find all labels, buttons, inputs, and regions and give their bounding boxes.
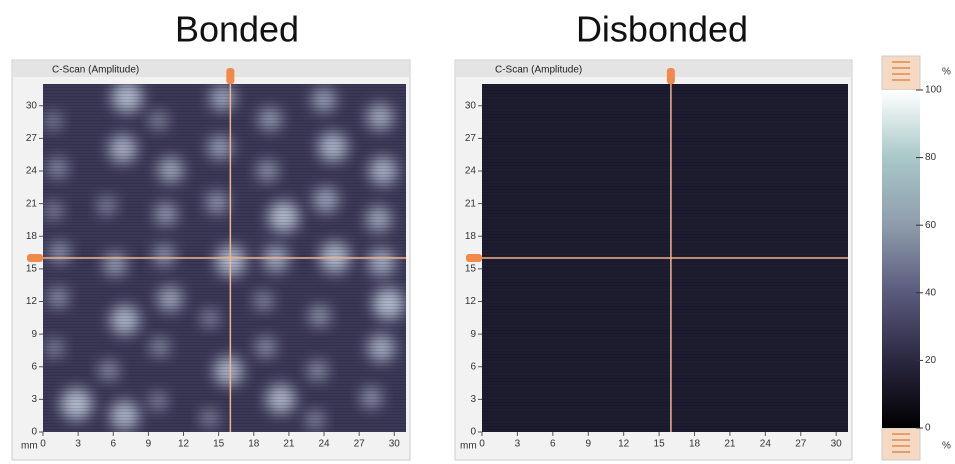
colorbar-tick-label: 100 xyxy=(925,85,942,96)
colorbar-handle-top xyxy=(881,55,921,91)
x-tick-label: 21 xyxy=(724,439,736,450)
colorbar-unit: % xyxy=(942,441,951,452)
x-tick-label: 9 xyxy=(146,439,152,450)
y-tick-label: 15 xyxy=(465,264,477,275)
y-tick-label: 9 xyxy=(31,329,37,340)
colorbar-tick-label: 80 xyxy=(925,152,937,163)
cscan-image xyxy=(43,84,406,432)
x-tick-label: 3 xyxy=(75,439,81,450)
panel-title: Disbonded xyxy=(576,9,748,50)
cursor-handle[interactable] xyxy=(27,254,43,262)
cursor-handle[interactable] xyxy=(466,254,482,262)
panel-header xyxy=(13,61,409,77)
x-tick-label: 21 xyxy=(283,439,295,450)
x-tick-label: 18 xyxy=(248,439,260,450)
colorbar-tick-label: 20 xyxy=(925,355,937,366)
x-tick-label: 30 xyxy=(831,439,843,450)
colorbar xyxy=(882,90,920,428)
y-tick-label: 30 xyxy=(26,100,38,111)
y-tick-label: 21 xyxy=(26,198,38,209)
y-tick-label: 6 xyxy=(470,361,476,372)
y-tick-label: 27 xyxy=(26,133,38,144)
colorbar-unit: % xyxy=(942,67,951,78)
axis-unit: mm xyxy=(460,441,477,452)
y-tick-label: 0 xyxy=(31,427,37,438)
panel-header xyxy=(456,61,851,77)
colorbar-handle-bottom xyxy=(881,427,921,461)
x-tick-label: 6 xyxy=(550,439,556,450)
colorbar-tick-label: 40 xyxy=(925,287,937,298)
y-tick-label: 3 xyxy=(470,394,476,405)
y-tick-label: 9 xyxy=(470,329,476,340)
panel-header-label: C-Scan (Amplitude) xyxy=(495,65,582,76)
x-tick-label: 0 xyxy=(40,439,46,450)
panel-header-label: C-Scan (Amplitude) xyxy=(52,65,139,76)
y-tick-label: 12 xyxy=(465,296,477,307)
x-tick-label: 18 xyxy=(689,439,701,450)
y-tick-label: 24 xyxy=(26,166,38,177)
y-tick-label: 18 xyxy=(465,231,477,242)
x-tick-label: 27 xyxy=(354,439,366,450)
x-tick-label: 12 xyxy=(618,439,630,450)
y-tick-label: 6 xyxy=(31,361,37,372)
x-tick-label: 0 xyxy=(479,439,485,450)
y-tick-label: 30 xyxy=(465,100,477,111)
x-tick-label: 15 xyxy=(654,439,666,450)
colorbar-tick-label: 60 xyxy=(925,220,937,231)
x-tick-label: 24 xyxy=(760,439,772,450)
x-tick-label: 3 xyxy=(515,439,521,450)
x-tick-label: 27 xyxy=(795,439,807,450)
y-tick-label: 3 xyxy=(31,394,37,405)
x-tick-label: 24 xyxy=(318,439,330,450)
x-tick-label: 15 xyxy=(213,439,225,450)
axis-unit: mm xyxy=(21,441,38,452)
x-tick-label: 9 xyxy=(585,439,591,450)
cursor-handle[interactable] xyxy=(226,68,235,84)
y-tick-label: 15 xyxy=(26,264,38,275)
y-tick-label: 27 xyxy=(465,133,477,144)
colorbar-tick-label: 0 xyxy=(925,423,931,434)
y-tick-label: 12 xyxy=(26,296,38,307)
y-tick-label: 24 xyxy=(465,166,477,177)
y-tick-label: 18 xyxy=(26,231,38,242)
y-tick-label: 0 xyxy=(470,427,476,438)
x-tick-label: 12 xyxy=(178,439,190,450)
panel-title: Bonded xyxy=(175,9,299,50)
x-tick-label: 6 xyxy=(110,439,116,450)
cursor-handle[interactable] xyxy=(666,68,675,84)
x-tick-label: 30 xyxy=(389,439,401,450)
y-tick-label: 21 xyxy=(465,198,477,209)
